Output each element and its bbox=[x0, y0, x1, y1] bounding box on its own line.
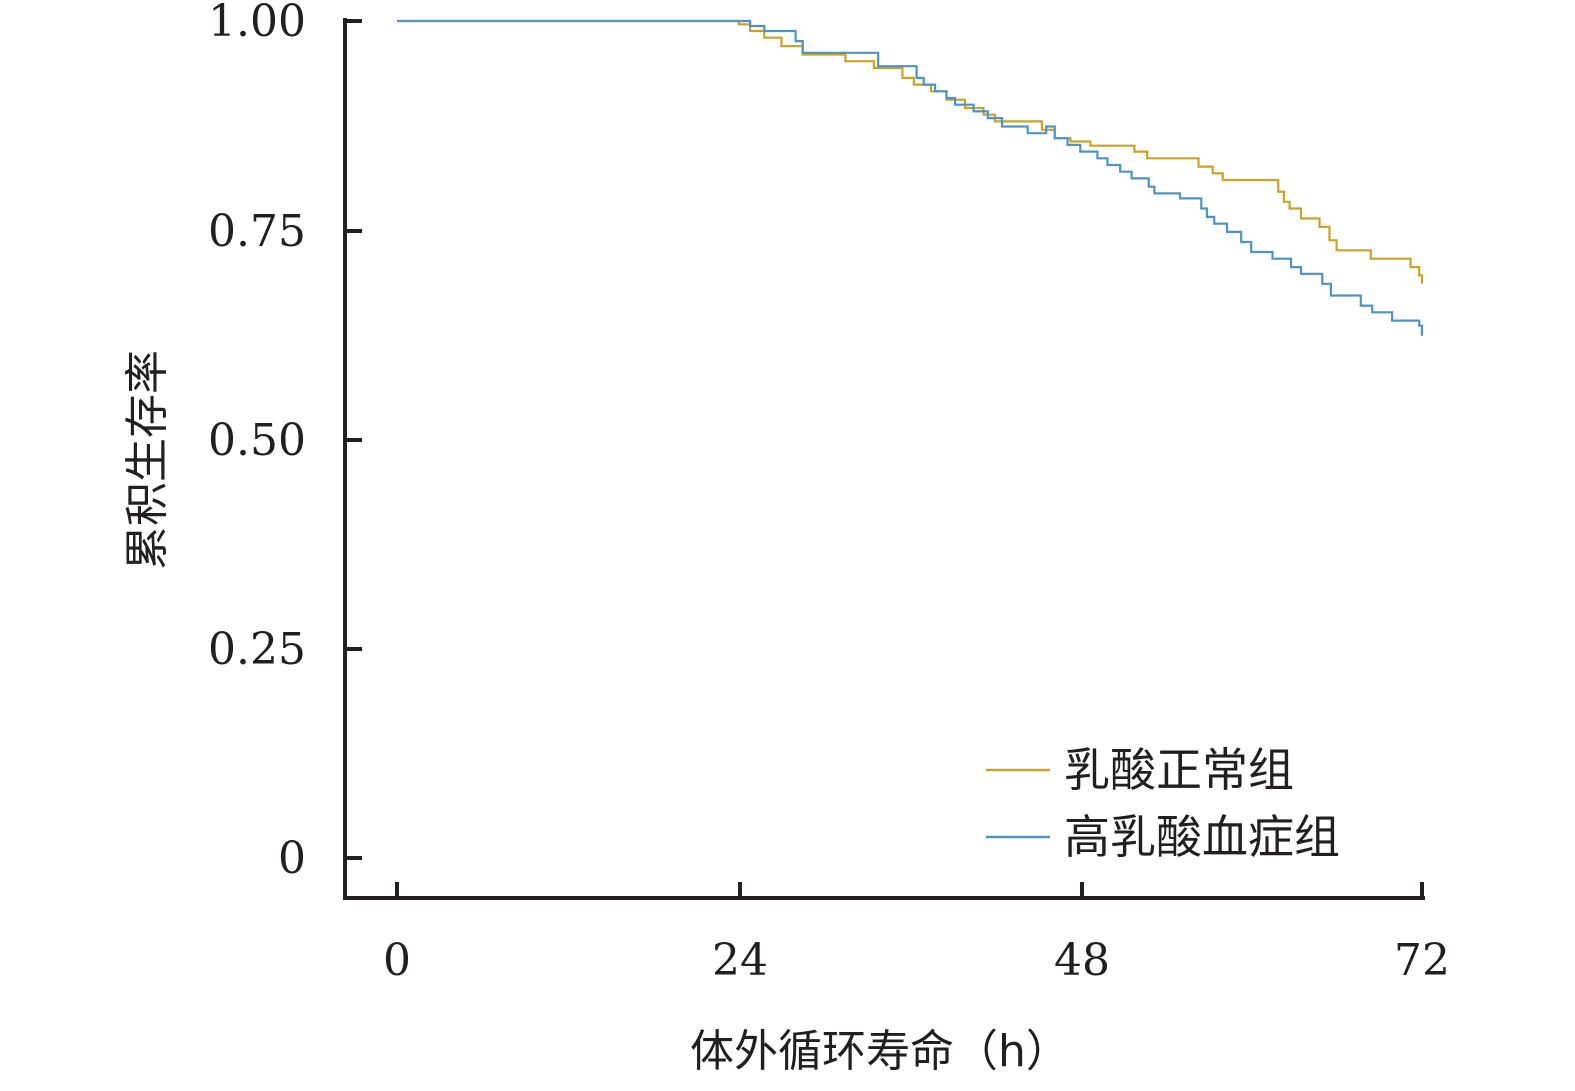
curve-normal-lactate bbox=[397, 19, 1424, 284]
legend-label-normal-lactate: 乳酸正常组 bbox=[1064, 743, 1294, 797]
x-axis-tick-labels: 0 24 48 72 bbox=[383, 935, 1450, 986]
legend-label-hyperlactatemia: 高乳酸血症组 bbox=[1064, 810, 1340, 864]
x-axis-ticks bbox=[395, 882, 1424, 898]
x-tick-label-24: 24 bbox=[712, 935, 768, 986]
x-tick-label-48: 48 bbox=[1054, 935, 1110, 986]
x-axis-title: 体外循环寿命（h） bbox=[690, 1026, 1070, 1077]
y-axis-ticks bbox=[345, 19, 362, 860]
y-axis-tick-labels: 1.00 0.75 0.50 0.25 0 bbox=[208, 0, 306, 884]
survival-curves bbox=[397, 19, 1424, 336]
y-tick-label-1.00: 1.00 bbox=[208, 0, 306, 47]
curve-hyperlactatemia bbox=[397, 19, 1424, 336]
y-tick-label-0.50: 0.50 bbox=[208, 415, 306, 466]
x-tick-label-0: 0 bbox=[383, 935, 411, 986]
y-axis-title: 累积生存率 bbox=[122, 350, 173, 570]
y-tick-label-0.75: 0.75 bbox=[208, 206, 306, 257]
y-tick-label-0: 0 bbox=[278, 833, 306, 884]
legend: 乳酸正常组 高乳酸血症组 bbox=[986, 743, 1340, 864]
y-tick-label-0.25: 0.25 bbox=[208, 624, 306, 675]
x-tick-label-72: 72 bbox=[1394, 935, 1450, 986]
